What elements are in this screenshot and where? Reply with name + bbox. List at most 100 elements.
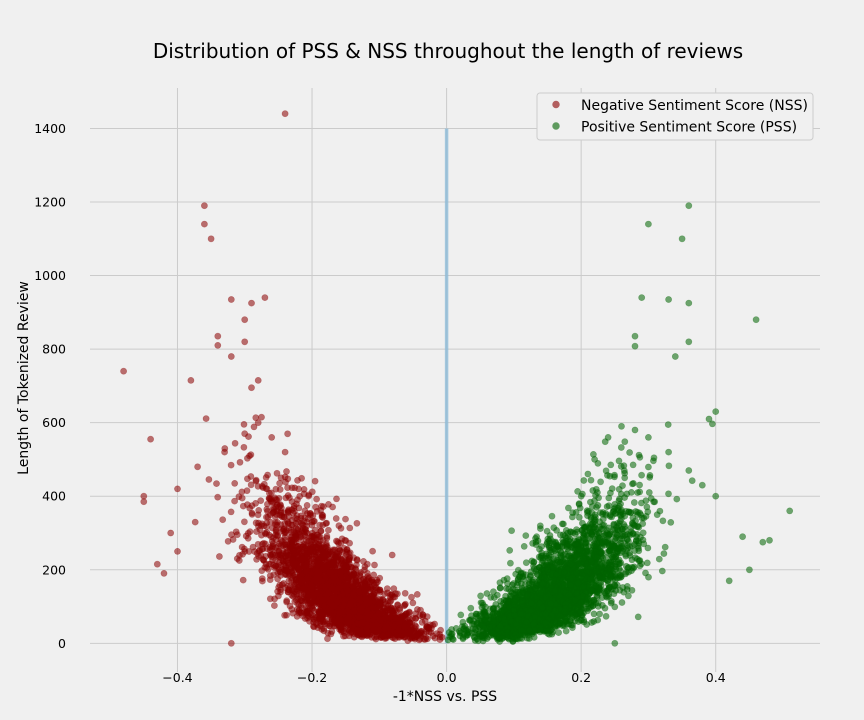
nss-point: [344, 618, 352, 626]
pss-point: [528, 557, 536, 565]
nss-point: [214, 493, 222, 501]
grid-lines: [90, 88, 820, 672]
pss-point: [590, 618, 598, 625]
nss-point: [263, 519, 271, 527]
nss-point: [240, 420, 248, 428]
nss-point: [231, 479, 239, 487]
pss-point: [457, 611, 465, 619]
pss-point: [506, 547, 514, 554]
nss-point: [405, 609, 413, 617]
nss-point: [290, 539, 298, 547]
nss-point: [239, 576, 247, 584]
nss-point: [306, 599, 314, 607]
nss-point: [300, 585, 307, 593]
pss-point: [477, 592, 484, 600]
nss-point: [219, 516, 227, 524]
nss-point: [337, 622, 345, 630]
nss-point: [292, 596, 300, 604]
nss-point: [276, 581, 284, 589]
pss-point: [508, 527, 515, 535]
nss-point: [257, 497, 265, 505]
nss-point: [255, 547, 263, 555]
nss-point: [294, 546, 302, 553]
nss-point: [267, 495, 275, 503]
nss-point: [272, 485, 280, 493]
nss-point: [355, 588, 363, 596]
nss-point: [284, 520, 292, 528]
nss-point: [306, 610, 313, 617]
nss-point: [243, 501, 251, 508]
pss-point: [650, 454, 658, 462]
nss-point: [264, 507, 271, 515]
nss-point: [329, 601, 337, 609]
pss-point: [575, 514, 583, 521]
nss-point: [401, 600, 409, 608]
nss-point: [331, 577, 339, 585]
nss-point: [406, 619, 414, 626]
nss-point: [392, 590, 399, 597]
pss-point: [665, 462, 673, 470]
nss-point: [278, 525, 286, 533]
nss-point: [314, 575, 322, 582]
pss-point: [489, 588, 497, 596]
nss-point: [395, 627, 403, 634]
y-tick-label: 1000: [34, 268, 66, 283]
nss-point: [417, 606, 424, 614]
nss-point: [372, 579, 380, 587]
pss-point: [643, 559, 651, 567]
nss-point: [273, 469, 281, 477]
pss-point: [503, 575, 511, 582]
nss-point: [413, 591, 421, 598]
pss-point: [467, 604, 475, 612]
nss-point: [283, 611, 290, 619]
pss-point: [548, 512, 556, 520]
nss-point: [215, 553, 223, 560]
nss-point: [318, 502, 325, 510]
pss-point: [673, 495, 681, 503]
nss-point: [292, 520, 300, 527]
nss-point: [245, 548, 253, 555]
nss-point: [353, 556, 361, 564]
nss-point: [323, 534, 331, 542]
nss-point: [314, 561, 322, 569]
nss-point: [327, 607, 335, 615]
nss-point: [254, 511, 262, 519]
x-tick-label: 0.2: [571, 670, 591, 685]
pss-point: [490, 594, 498, 601]
y-tick-label: 800: [42, 342, 66, 357]
nss-point: [246, 452, 253, 460]
nss-point: [382, 633, 390, 641]
pss-point: [616, 520, 623, 528]
pss-point: [587, 476, 595, 484]
nss-point: [416, 629, 424, 636]
pss-point: [608, 485, 616, 492]
nss-point: [273, 519, 281, 526]
pss-point: [555, 629, 562, 636]
nss-point: [375, 627, 383, 634]
pss-point: [661, 543, 669, 551]
nss-point: [346, 539, 353, 547]
pss-point: [621, 438, 629, 446]
nss-point: [270, 561, 277, 569]
nss-point: [313, 495, 320, 503]
x-tick-label: −0.2: [297, 670, 327, 685]
nss-point: [254, 540, 262, 548]
nss-point: [326, 569, 333, 576]
nss-point: [276, 568, 284, 576]
nss-point: [276, 479, 283, 487]
nss-point: [300, 490, 308, 498]
nss-point: [319, 512, 327, 519]
nss-point: [231, 439, 239, 447]
nss-point: [325, 589, 332, 597]
pss-point: [634, 613, 642, 621]
pss-point: [599, 510, 606, 518]
nss-point: [239, 550, 246, 558]
nss-point: [282, 549, 290, 557]
nss-point: [284, 430, 291, 438]
pss-point: [502, 585, 510, 592]
x-tick-label: 0.4: [706, 670, 726, 685]
nss-point: [243, 475, 251, 483]
nss-point: [274, 553, 282, 561]
nss-point: [308, 585, 316, 593]
